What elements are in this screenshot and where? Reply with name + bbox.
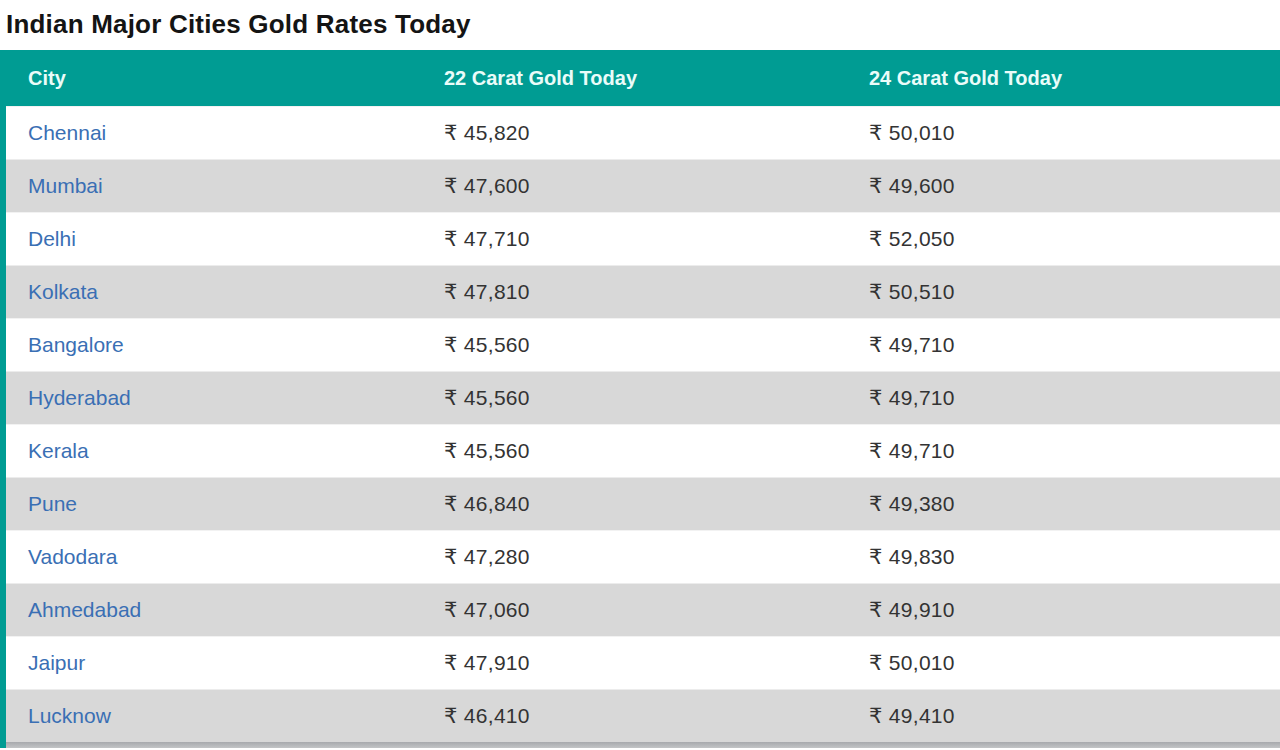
city-cell: Lucknow [6, 704, 444, 728]
page-title: Indian Major Cities Gold Rates Today [0, 0, 1280, 50]
table-row: Lucknow ₹ 46,410 ₹ 49,410 [6, 689, 1280, 742]
city-cell: Mumbai [6, 174, 444, 198]
city-link[interactable]: Pune [28, 492, 77, 515]
table-row: Kerala ₹ 45,560 ₹ 49,710 [6, 424, 1280, 477]
gold-24-carat-cell: ₹ 49,380 [869, 492, 1280, 516]
gold-22-carat-cell: ₹ 45,560 [444, 386, 869, 410]
gold-24-carat-value: ₹ 49,710 [869, 333, 955, 356]
gold-24-carat-cell: ₹ 50,510 [869, 280, 1280, 304]
gold-22-carat-cell: ₹ 45,560 [444, 439, 869, 463]
gold-24-carat-value: ₹ 52,050 [869, 227, 955, 250]
column-header-city: City [6, 66, 444, 91]
gold-24-carat-cell: ₹ 49,710 [869, 333, 1280, 357]
city-link[interactable]: Mumbai [28, 174, 103, 197]
table-row: Delhi ₹ 47,710 ₹ 52,050 [6, 212, 1280, 265]
table-row: Vadodara ₹ 47,280 ₹ 49,830 [6, 530, 1280, 583]
gold-22-carat-value: ₹ 46,410 [444, 704, 530, 727]
gold-24-carat-cell: ₹ 49,600 [869, 174, 1280, 198]
city-cell: Hyderabad [6, 386, 444, 410]
city-link[interactable]: Chennai [28, 121, 106, 144]
gold-24-carat-value: ₹ 49,710 [869, 386, 955, 409]
gold-22-carat-value: ₹ 45,560 [444, 439, 530, 462]
gold-24-carat-cell: ₹ 50,010 [869, 651, 1280, 675]
gold-24-carat-cell: ₹ 49,910 [869, 598, 1280, 622]
gold-24-carat-value: ₹ 50,510 [869, 280, 955, 303]
gold-22-carat-value: ₹ 47,810 [444, 280, 530, 303]
gold-24-carat-cell: ₹ 52,050 [869, 227, 1280, 251]
gold-22-carat-cell: ₹ 45,820 [444, 121, 869, 145]
city-link[interactable]: Jaipur [28, 651, 85, 674]
city-link[interactable]: Bangalore [28, 333, 124, 356]
city-cell: Chennai [6, 121, 444, 145]
gold-24-carat-value: ₹ 49,910 [869, 598, 955, 621]
gold-24-carat-value: ₹ 49,600 [869, 174, 955, 197]
gold-24-carat-value: ₹ 49,410 [869, 704, 955, 727]
city-link[interactable]: Delhi [28, 227, 76, 250]
gold-24-carat-value: ₹ 49,830 [869, 545, 955, 568]
city-link[interactable]: Kerala [28, 439, 89, 462]
table-row: Jaipur ₹ 47,910 ₹ 50,010 [6, 636, 1280, 689]
gold-24-carat-cell: ₹ 49,410 [869, 704, 1280, 728]
table-row: Bangalore ₹ 45,560 ₹ 49,710 [6, 318, 1280, 371]
gold-22-carat-cell: ₹ 47,060 [444, 598, 869, 622]
table-row: Chennai ₹ 45,820 ₹ 50,010 [6, 106, 1280, 159]
city-cell: Kolkata [6, 280, 444, 304]
gold-22-carat-value: ₹ 47,060 [444, 598, 530, 621]
city-link[interactable]: Kolkata [28, 280, 98, 303]
gold-22-carat-cell: ₹ 47,910 [444, 651, 869, 675]
gold-22-carat-value: ₹ 47,280 [444, 545, 530, 568]
table-row: Pune ₹ 46,840 ₹ 49,380 [6, 477, 1280, 530]
gold-22-carat-value: ₹ 45,560 [444, 386, 530, 409]
gold-22-carat-value: ₹ 46,840 [444, 492, 530, 515]
table-header-row: City 22 Carat Gold Today 24 Carat Gold T… [6, 50, 1280, 106]
city-cell: Jaipur [6, 651, 444, 675]
gold-24-carat-value: ₹ 50,010 [869, 121, 955, 144]
table-row: Ahmedabad ₹ 47,060 ₹ 49,910 [6, 583, 1280, 636]
city-cell: Vadodara [6, 545, 444, 569]
gold-22-carat-value: ₹ 47,600 [444, 174, 530, 197]
gold-rates-table: City 22 Carat Gold Today 24 Carat Gold T… [0, 50, 1280, 742]
gold-22-carat-value: ₹ 45,560 [444, 333, 530, 356]
gold-24-carat-cell: ₹ 49,710 [869, 386, 1280, 410]
city-link[interactable]: Ahmedabad [28, 598, 141, 621]
table-body: Chennai ₹ 45,820 ₹ 50,010 Mumbai ₹ 47,60… [6, 106, 1280, 742]
city-link[interactable]: Lucknow [28, 704, 111, 727]
gold-24-carat-value: ₹ 50,010 [869, 651, 955, 674]
table-row: Hyderabad ₹ 45,560 ₹ 49,710 [6, 371, 1280, 424]
gold-22-carat-cell: ₹ 46,840 [444, 492, 869, 516]
bottom-divider [0, 742, 1280, 748]
gold-24-carat-cell: ₹ 50,010 [869, 121, 1280, 145]
gold-24-carat-cell: ₹ 49,710 [869, 439, 1280, 463]
gold-24-carat-value: ₹ 49,380 [869, 492, 955, 515]
gold-24-carat-cell: ₹ 49,830 [869, 545, 1280, 569]
city-cell: Delhi [6, 227, 444, 251]
gold-22-carat-cell: ₹ 47,600 [444, 174, 869, 198]
city-cell: Kerala [6, 439, 444, 463]
gold-22-carat-cell: ₹ 47,710 [444, 227, 869, 251]
gold-22-carat-cell: ₹ 47,280 [444, 545, 869, 569]
city-cell: Pune [6, 492, 444, 516]
city-link[interactable]: Vadodara [28, 545, 118, 568]
gold-22-carat-value: ₹ 45,820 [444, 121, 530, 144]
column-header-24-carat: 24 Carat Gold Today [869, 66, 1280, 91]
gold-22-carat-cell: ₹ 46,410 [444, 704, 869, 728]
gold-22-carat-cell: ₹ 45,560 [444, 333, 869, 357]
table-row: Kolkata ₹ 47,810 ₹ 50,510 [6, 265, 1280, 318]
city-cell: Bangalore [6, 333, 444, 357]
gold-22-carat-value: ₹ 47,710 [444, 227, 530, 250]
gold-24-carat-value: ₹ 49,710 [869, 439, 955, 462]
table-row: Mumbai ₹ 47,600 ₹ 49,600 [6, 159, 1280, 212]
city-link[interactable]: Hyderabad [28, 386, 131, 409]
gold-22-carat-cell: ₹ 47,810 [444, 280, 869, 304]
column-header-22-carat: 22 Carat Gold Today [444, 66, 869, 91]
gold-22-carat-value: ₹ 47,910 [444, 651, 530, 674]
city-cell: Ahmedabad [6, 598, 444, 622]
